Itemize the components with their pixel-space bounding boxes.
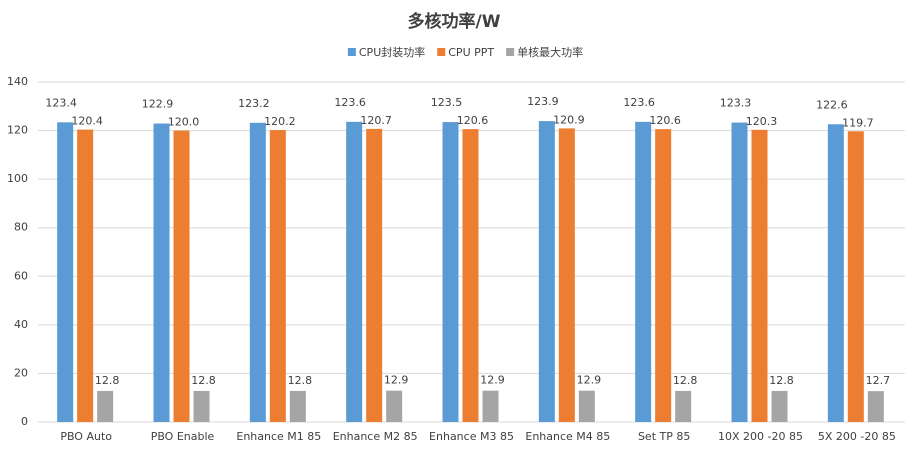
x-tick-label: PBO Enable xyxy=(151,430,215,443)
value-label: 12.8 xyxy=(288,374,313,387)
bar xyxy=(77,129,94,422)
value-label: 123.5 xyxy=(431,96,463,109)
value-label: 123.6 xyxy=(334,96,366,109)
value-label: 120.9 xyxy=(553,113,585,126)
bar xyxy=(57,122,74,423)
value-label: 120.6 xyxy=(649,114,681,127)
bar xyxy=(442,122,459,423)
value-label: 122.9 xyxy=(142,98,174,111)
bar xyxy=(462,129,479,422)
bar xyxy=(751,129,768,423)
value-label: 123.3 xyxy=(720,97,752,110)
value-label: 120.4 xyxy=(71,115,103,128)
value-label: 12.8 xyxy=(191,374,216,387)
bar xyxy=(558,128,575,422)
y-tick-label: 60 xyxy=(14,269,28,282)
x-tick-label: 10X 200 -20 85 xyxy=(718,430,803,443)
x-tick-label: Enhance M3 85 xyxy=(429,430,514,443)
x-tick-label: PBO Auto xyxy=(60,430,112,443)
value-label: 12.8 xyxy=(95,374,120,387)
bar xyxy=(635,121,652,422)
value-label: 120.2 xyxy=(264,115,296,128)
y-tick-label: 0 xyxy=(21,415,28,428)
bar xyxy=(346,121,363,422)
value-label: 12.8 xyxy=(769,374,794,387)
y-tick-label: 40 xyxy=(14,318,28,331)
value-label: 120.6 xyxy=(457,114,489,127)
value-label: 12.9 xyxy=(577,374,602,387)
x-tick-label: Enhance M1 85 xyxy=(236,430,321,443)
bar xyxy=(867,391,884,422)
bar xyxy=(538,121,555,422)
value-label: 122.6 xyxy=(816,98,848,111)
bar xyxy=(731,122,748,423)
bar xyxy=(482,390,499,422)
value-label: 12.9 xyxy=(384,374,409,387)
bar xyxy=(386,390,403,422)
value-label: 12.8 xyxy=(673,374,698,387)
bar xyxy=(655,129,672,422)
bar xyxy=(153,123,170,423)
value-label: 123.4 xyxy=(45,96,77,109)
bar xyxy=(289,390,306,422)
x-tick-label: Enhance M2 85 xyxy=(333,430,418,443)
value-label: 12.7 xyxy=(866,374,891,387)
value-label: 123.2 xyxy=(238,97,270,110)
value-label: 123.9 xyxy=(527,95,559,108)
bar xyxy=(366,128,383,422)
bar xyxy=(827,124,844,422)
y-tick-label: 20 xyxy=(14,366,28,379)
value-label: 120.3 xyxy=(746,115,778,128)
x-tick-label: Enhance M4 85 xyxy=(525,430,610,443)
value-label: 119.7 xyxy=(842,116,874,129)
legend-label: CPU封装功率 xyxy=(359,45,425,59)
x-tick-label: Set TP 85 xyxy=(638,430,690,443)
value-label: 123.6 xyxy=(623,96,655,109)
bar xyxy=(193,390,210,422)
y-tick-label: 80 xyxy=(14,221,28,234)
legend-swatch xyxy=(506,48,515,56)
bar xyxy=(249,122,266,423)
bar xyxy=(97,390,114,422)
value-label: 120.0 xyxy=(168,116,200,129)
legend-swatch xyxy=(437,48,446,56)
value-label: 12.9 xyxy=(480,374,505,387)
chart-title: 多核功率/W xyxy=(408,11,501,32)
y-tick-label: 120 xyxy=(7,124,28,137)
legend-label: CPU PPT xyxy=(448,46,494,59)
y-tick-label: 140 xyxy=(7,75,28,88)
bar xyxy=(173,130,190,423)
bar xyxy=(578,390,595,422)
value-label: 120.7 xyxy=(360,114,392,127)
x-tick-label: 5X 200 -20 85 xyxy=(818,430,896,443)
legend-label: 单核最大功率 xyxy=(517,45,583,59)
legend-swatch xyxy=(347,48,356,56)
bar xyxy=(269,130,286,423)
y-tick-label: 100 xyxy=(7,172,28,185)
bar xyxy=(771,390,788,422)
bar xyxy=(675,390,692,422)
bar xyxy=(847,131,864,423)
